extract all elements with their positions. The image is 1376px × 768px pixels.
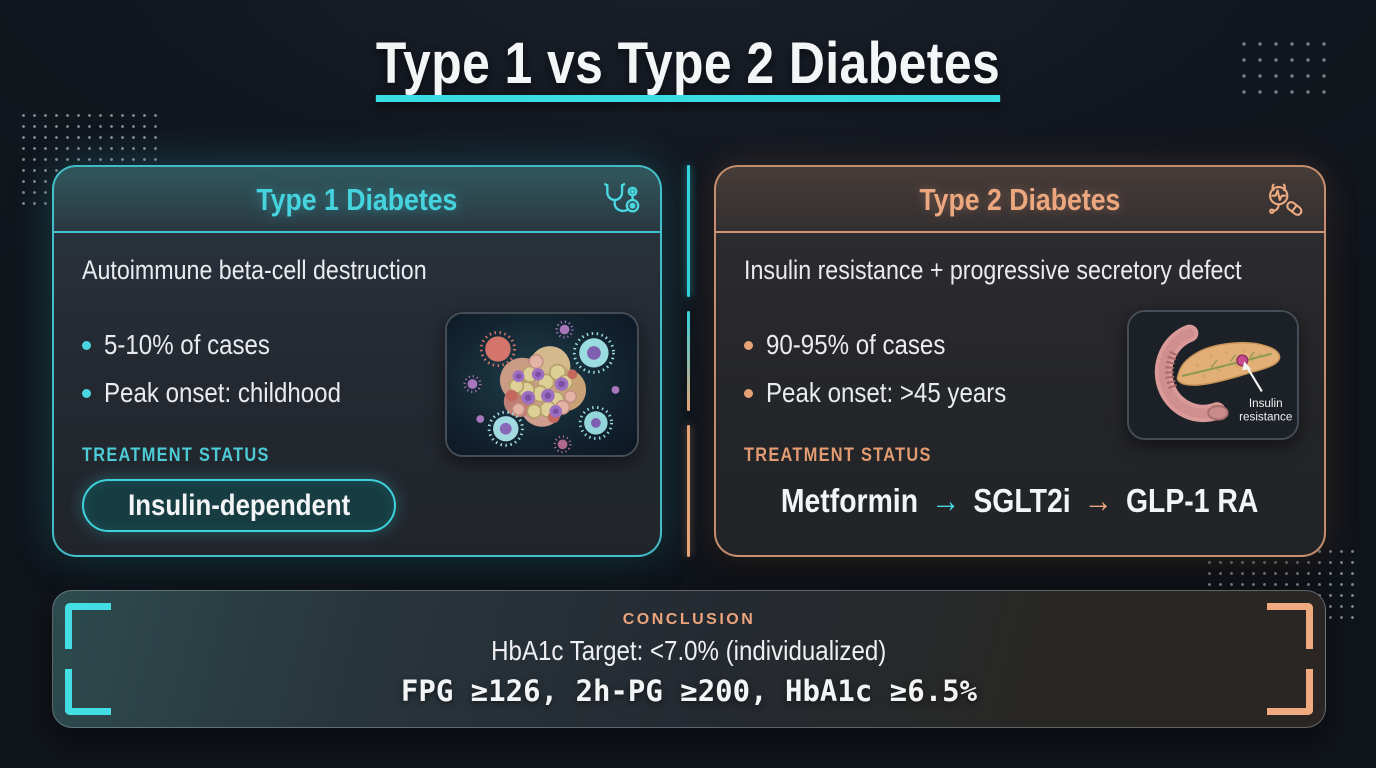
list-item: Peak onset: >45 years xyxy=(744,375,1045,411)
type2-treatment-label: TREATMENT STATUS xyxy=(744,445,932,466)
divider-segment-peach xyxy=(687,425,690,557)
hba1c-target-line: HbA1c Target: <7.0% (individualized) xyxy=(491,634,887,666)
svg-text:Insulin: Insulin xyxy=(1249,397,1283,410)
corner-bracket-bottom-left xyxy=(65,669,111,715)
bullet-dot xyxy=(744,388,753,398)
insulin-dependent-badge: Insulin-dependent xyxy=(82,479,396,532)
corner-bracket-bottom-right xyxy=(1267,669,1313,715)
diagnostic-criteria-line: FPG ≥126, 2h-PG ≥200, HbA1c ≥6.5% xyxy=(400,673,978,708)
pancreas-image: Insulin resistance xyxy=(1127,310,1299,440)
dot-pattern-top-right xyxy=(1236,36,1330,100)
divider-segment-cyan xyxy=(687,165,690,297)
divider-segment-gradient xyxy=(687,311,690,411)
bullet-dot xyxy=(744,340,753,350)
type2-treatment-sequence: Metformin → SGLT2i → GLP-1 RA xyxy=(716,482,1324,521)
bullet-dot xyxy=(82,340,91,350)
conclusion-label: CONCLUSION xyxy=(622,610,756,628)
list-item: Peak onset: childhood xyxy=(82,375,380,411)
type2-description: Insulin resistance + progressive secreto… xyxy=(744,255,1242,285)
conclusion-card: CONCLUSION HbA1c Target: <7.0% (individu… xyxy=(52,590,1326,728)
corner-bracket-top-right xyxy=(1267,603,1313,649)
stethoscope-icon xyxy=(600,181,642,219)
treatment-step-glp1ra: GLP-1 RA xyxy=(1126,482,1259,519)
treatment-step-metformin: Metformin xyxy=(781,482,919,519)
list-item: 5-10% of cases xyxy=(82,327,380,363)
corner-bracket-top-left xyxy=(65,603,111,649)
page-title: Type 1 vs Type 2 Diabetes xyxy=(375,31,1001,96)
type1-treatment-label: TREATMENT STATUS xyxy=(82,445,270,466)
type2-card-title: Type 2 Diabetes xyxy=(919,182,1121,217)
card-divider xyxy=(687,165,690,557)
type1-card-title: Type 1 Diabetes xyxy=(256,182,458,217)
list-item: 90-95% of cases xyxy=(744,327,1045,363)
arrow-right-icon: → xyxy=(1084,482,1114,520)
type2-card-header: Type 2 Diabetes xyxy=(716,167,1324,233)
type2-card: Type 2 Diabetes xyxy=(714,165,1326,557)
arrow-right-icon: → xyxy=(931,482,961,520)
type1-description: Autoimmune beta-cell destruction xyxy=(82,255,427,285)
stethoscope-pill-icon xyxy=(1264,181,1306,219)
type1-card-header: Type 1 Diabetes xyxy=(54,167,660,233)
type2-bullet-list: 90-95% of cases Peak onset: >45 years xyxy=(744,327,1045,423)
bullet-dot xyxy=(82,388,91,398)
beta-cell-image xyxy=(445,312,639,457)
svg-text:resistance: resistance xyxy=(1239,411,1292,424)
type1-bullet-list: 5-10% of cases Peak onset: childhood xyxy=(82,327,380,423)
type1-card: Type 1 Diabetes Autoimmune beta-c xyxy=(52,165,662,557)
treatment-step-sglt2i: SGLT2i xyxy=(973,482,1071,519)
